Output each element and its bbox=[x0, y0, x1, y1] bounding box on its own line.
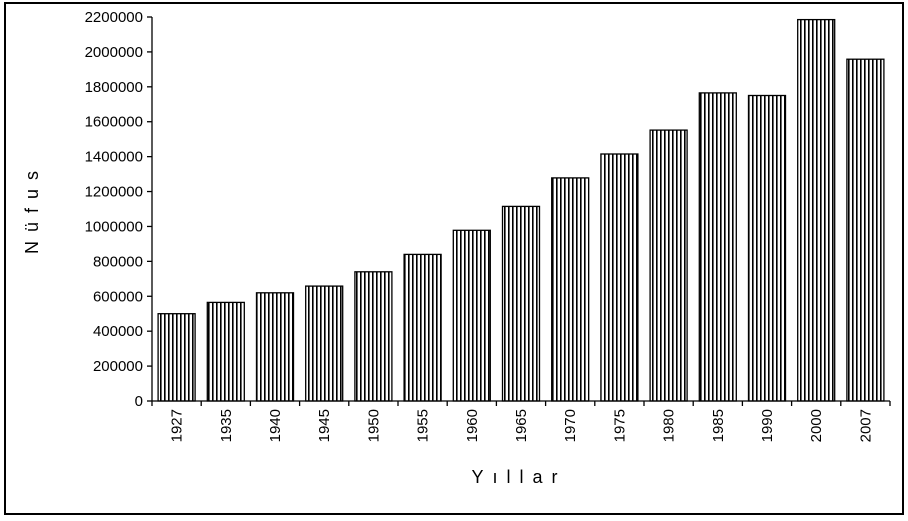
x-tick-label: 1935 bbox=[218, 409, 235, 442]
y-tick-label: 1600000 bbox=[85, 114, 143, 131]
x-tick-label: 1985 bbox=[710, 409, 727, 442]
x-axis-title: Yıllar bbox=[471, 467, 566, 487]
y-tick-label: 200000 bbox=[93, 358, 143, 375]
x-tick-label: 2000 bbox=[808, 409, 825, 442]
bar-1927 bbox=[157, 313, 196, 402]
bar-1960 bbox=[452, 229, 491, 402]
bar-1950 bbox=[354, 271, 393, 402]
y-axis-title: Nüfus bbox=[22, 162, 42, 254]
x-tick-label: 1980 bbox=[661, 409, 678, 442]
bar-1945 bbox=[305, 285, 344, 402]
x-tick-label: 1945 bbox=[316, 409, 333, 442]
bar-1970 bbox=[551, 177, 590, 402]
x-tick-label: 1955 bbox=[415, 409, 432, 442]
y-tick-label: 800000 bbox=[93, 253, 143, 270]
x-tick-label: 1975 bbox=[611, 409, 628, 442]
x-tick-label: 1940 bbox=[267, 409, 284, 442]
y-tick-label: 2200000 bbox=[85, 9, 143, 26]
y-tick-label: 400000 bbox=[93, 323, 143, 340]
axes-group: 0 200000 400000 600000 800000 1000000 1200000 1… bbox=[85, 9, 891, 442]
bar-2007 bbox=[846, 58, 885, 402]
y-tick-label: 1800000 bbox=[85, 79, 143, 96]
bar-1955 bbox=[403, 253, 442, 402]
y-tick-label: 0 bbox=[135, 393, 143, 410]
x-tick-label: 1965 bbox=[513, 409, 530, 442]
y-tick-label: 1200000 bbox=[85, 184, 143, 201]
bar-2000 bbox=[797, 18, 836, 402]
bars-group bbox=[157, 18, 885, 402]
x-tick-label: 1960 bbox=[464, 409, 481, 442]
x-tick-label: 2007 bbox=[857, 409, 874, 442]
bar-1985 bbox=[698, 92, 737, 402]
y-tick-label: 2000000 bbox=[85, 44, 143, 61]
y-tick-label: 1400000 bbox=[85, 149, 143, 166]
y-tick-label: 1000000 bbox=[85, 218, 143, 235]
x-tick-label: 1990 bbox=[759, 409, 776, 442]
bar-1935 bbox=[206, 301, 245, 402]
bar-1965 bbox=[501, 205, 541, 402]
bar-1975 bbox=[600, 153, 639, 402]
x-tick-label: 1927 bbox=[169, 409, 186, 442]
x-tick-label: 1950 bbox=[365, 409, 382, 442]
bar-1980 bbox=[649, 129, 688, 402]
bar-1940 bbox=[255, 292, 295, 402]
y-tick-label: 600000 bbox=[93, 288, 143, 305]
x-tick-label: 1970 bbox=[562, 409, 579, 442]
bar-1990 bbox=[747, 94, 787, 402]
